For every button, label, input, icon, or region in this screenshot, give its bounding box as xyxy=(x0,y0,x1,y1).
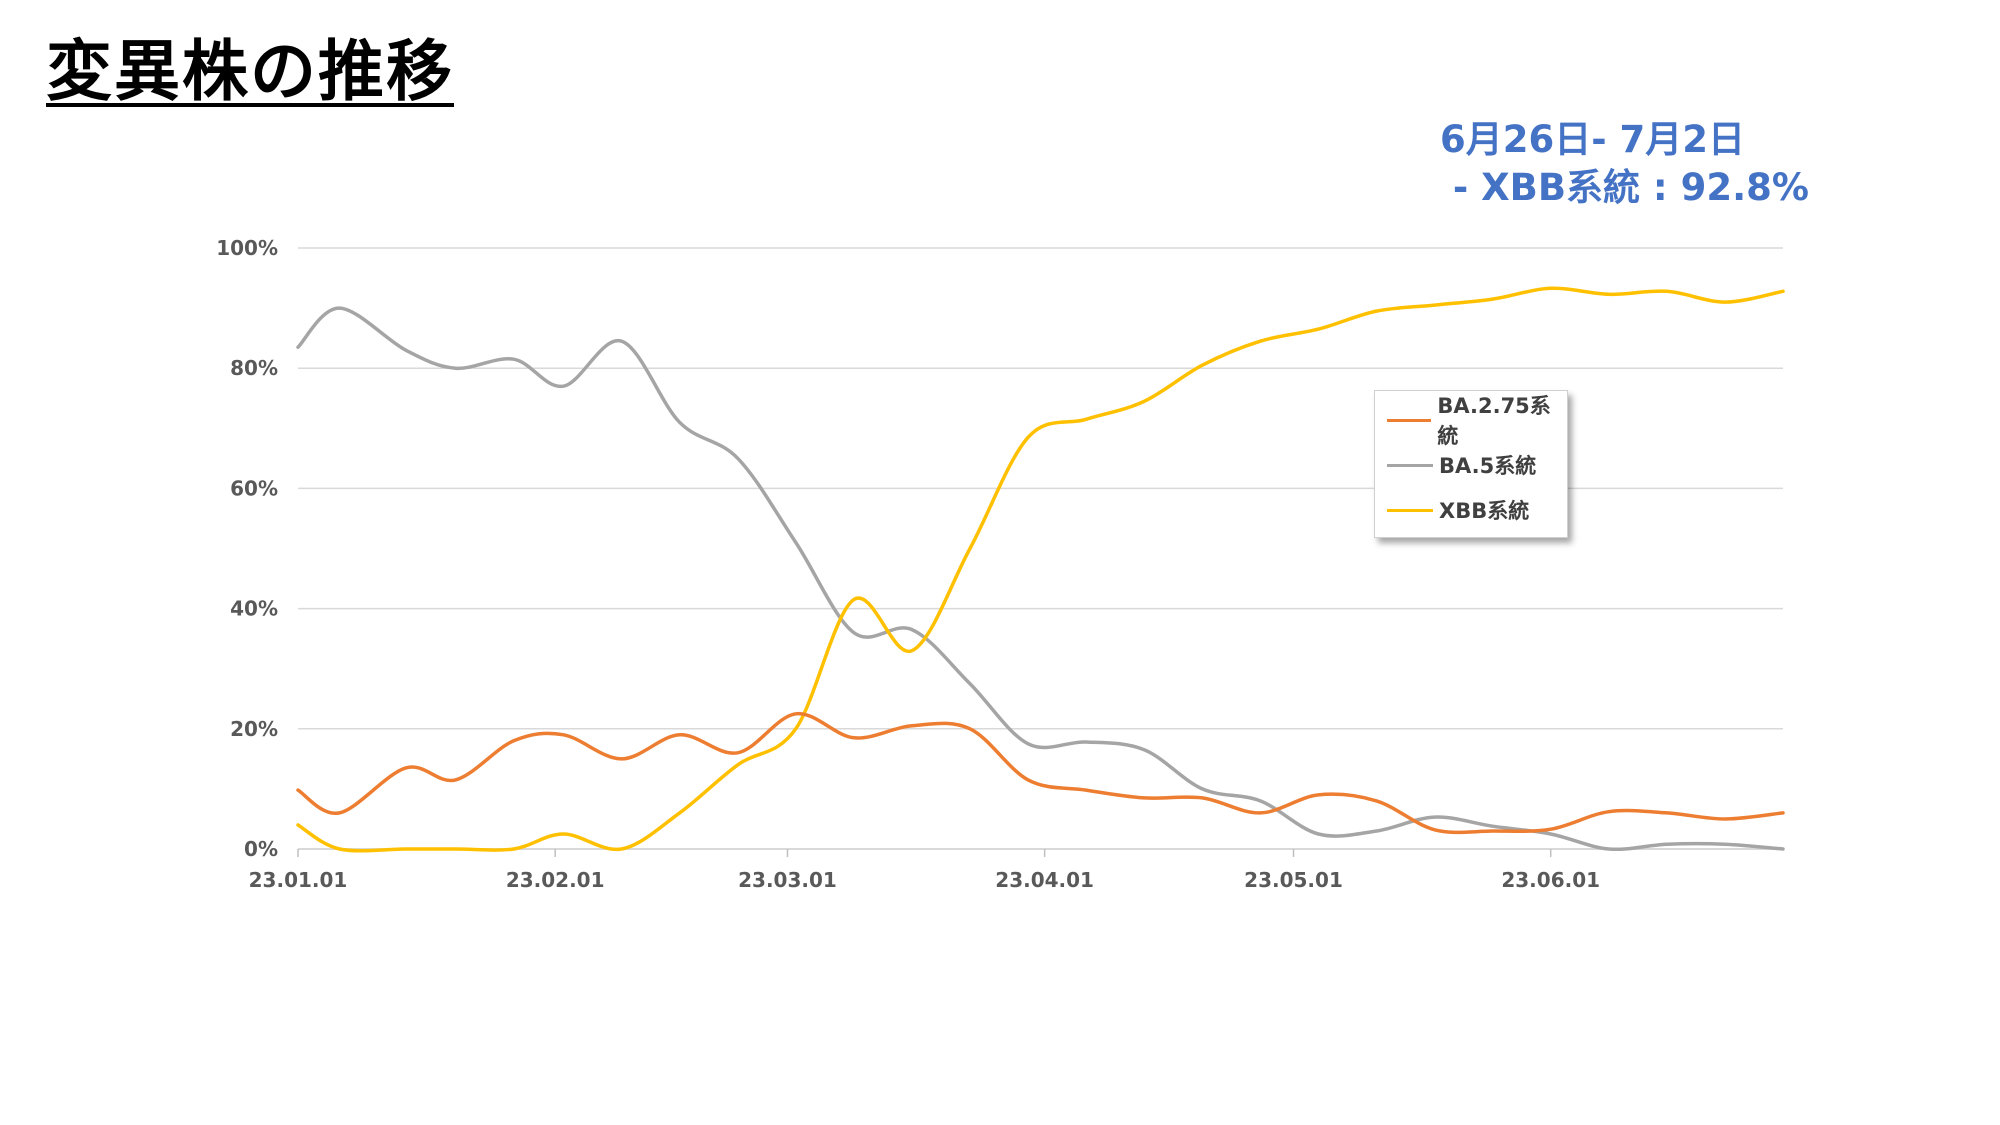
legend-label-ba275: BA.2.75系統 xyxy=(1437,394,1551,448)
annotation-date-range: 6月26日- 7月2日 xyxy=(1440,118,1745,161)
legend-swatch-ba5 xyxy=(1387,463,1433,467)
series-line-xbb xyxy=(296,286,1785,853)
series-line-ba275 xyxy=(296,712,1785,835)
slide-title: 変異株の推移 xyxy=(46,33,454,110)
y-tick-label: 0% xyxy=(244,837,278,861)
y-tick-label: 80% xyxy=(230,356,278,380)
chart-legend: BA.2.75系統 BA.5系統 XBB系統 xyxy=(1374,390,1568,538)
legend-swatch-ba275 xyxy=(1387,418,1432,422)
x-tick-label: 23.05.01 xyxy=(1244,868,1343,892)
x-tick-label: 23.04.01 xyxy=(995,868,1094,892)
series-line-ba5 xyxy=(296,306,1785,852)
annotation-xbb-share: - XBB系統 : 92.8% xyxy=(1440,166,1809,209)
legend-item-ba5: BA.5系統 xyxy=(1387,450,1536,480)
legend-item-ba275: BA.2.75系統 xyxy=(1387,394,1567,448)
x-tick-label: 23.01.01 xyxy=(249,868,348,892)
y-tick-label: 20% xyxy=(230,717,278,741)
y-tick-label: 40% xyxy=(230,597,278,621)
legend-item-xbb: XBB系統 xyxy=(1387,495,1529,525)
x-tick-label: 23.03.01 xyxy=(738,868,837,892)
xbb-share-annotation: 6月26日- 7月2日 - XBB系統 : 92.8% xyxy=(1440,116,1809,212)
legend-label-ba5: BA.5系統 xyxy=(1439,454,1537,478)
y-tick-label: 100% xyxy=(216,236,278,260)
x-tick-label: 23.06.01 xyxy=(1501,868,1600,892)
legend-label-xbb: XBB系統 xyxy=(1439,499,1530,523)
legend-swatch-xbb xyxy=(1387,508,1433,512)
x-tick-label: 23.02.01 xyxy=(506,868,605,892)
y-tick-label: 60% xyxy=(230,476,278,500)
